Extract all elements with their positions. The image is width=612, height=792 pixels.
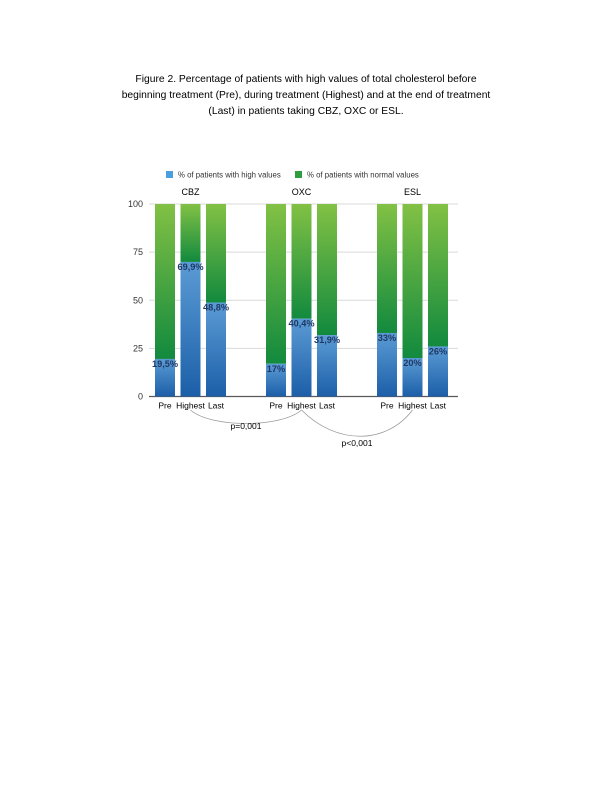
svg-text:31,9%: 31,9% [314,335,340,345]
svg-text:% of patients with normal valu: % of patients with normal values [307,171,419,180]
svg-text:Last: Last [430,401,447,411]
svg-text:Pre: Pre [269,401,283,411]
svg-text:100: 100 [128,199,143,209]
svg-text:48,8%: 48,8% [203,303,229,313]
svg-text:69,9%: 69,9% [177,262,203,272]
svg-text:Pre: Pre [158,401,172,411]
svg-text:Highest: Highest [398,401,427,411]
svg-text:OXC: OXC [292,187,312,197]
svg-text:50: 50 [133,295,143,305]
svg-text:p<0,001: p<0,001 [342,438,373,448]
svg-text:Pre: Pre [380,401,394,411]
svg-text:26%: 26% [429,346,447,356]
svg-text:Last: Last [319,401,336,411]
svg-text:40,4%: 40,4% [288,319,314,329]
svg-text:0: 0 [138,392,143,402]
svg-text:33%: 33% [378,333,396,343]
svg-text:20%: 20% [403,358,421,368]
svg-text:ESL: ESL [404,187,421,197]
svg-text:p=0,001: p=0,001 [231,421,262,431]
svg-text:CBZ: CBZ [182,187,201,197]
svg-text:25: 25 [133,343,143,353]
svg-text:% of patients with high values: % of patients with high values [178,171,281,180]
svg-text:75: 75 [133,247,143,257]
svg-text:19,5%: 19,5% [152,359,178,369]
svg-text:Highest: Highest [176,401,205,411]
svg-text:Last: Last [208,401,225,411]
svg-text:17%: 17% [267,364,285,374]
svg-text:Highest: Highest [287,401,316,411]
